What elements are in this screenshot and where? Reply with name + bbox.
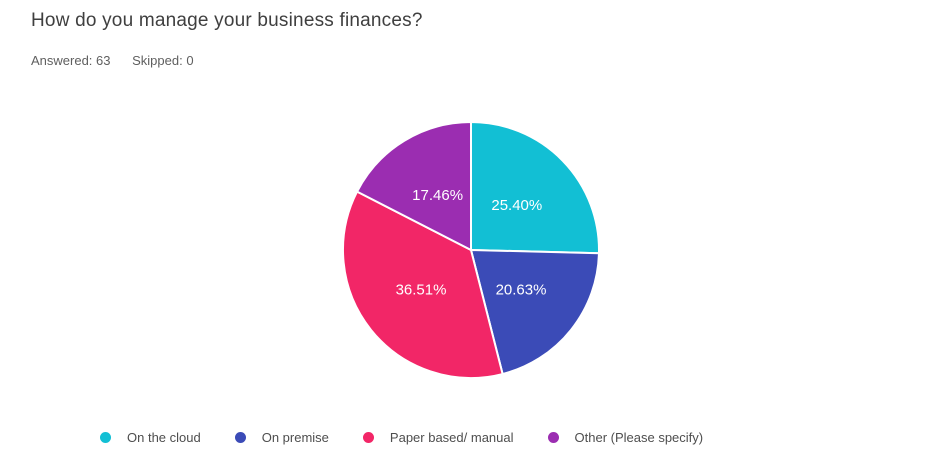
pie-chart: 25.40% 20.63% 36.51% 17.46% bbox=[342, 121, 600, 379]
pie-slice-percentage-label: 17.46% bbox=[412, 187, 463, 204]
legend-dot-icon bbox=[362, 432, 374, 443]
legend-label: On the cloud bbox=[127, 430, 201, 445]
legend-label: On premise bbox=[261, 430, 329, 445]
legend-item-other-please-specify: Other (Please specify) bbox=[547, 430, 704, 445]
pie-slice-on-the-cloud bbox=[470, 121, 600, 255]
pie-slice-other-please-specify bbox=[356, 121, 472, 251]
response-meta: Answered: 63 Skipped: 0 bbox=[31, 53, 194, 68]
answered-count: Answered: 63 bbox=[31, 53, 111, 68]
legend-label: Other (Please specify) bbox=[574, 430, 704, 445]
skipped-count: Skipped: 0 bbox=[132, 53, 194, 68]
legend-item-on-the-cloud: On the cloud bbox=[100, 430, 201, 445]
chart-legend: On the cloud On premise Paper based/ manua… bbox=[100, 430, 703, 445]
pie-slice-paper-based-manual bbox=[342, 190, 504, 379]
legend-dot-icon bbox=[234, 432, 246, 443]
pie-slice-percentage-label: 36.51% bbox=[396, 281, 447, 298]
legend-item-on-premise: On premise bbox=[234, 430, 329, 445]
legend-dot-icon bbox=[547, 432, 559, 443]
pie-slice-percentage-label: 25.40% bbox=[491, 197, 542, 214]
question-title: How do you manage your business finances… bbox=[31, 10, 423, 31]
legend-item-paper-based-manual: Paper based/ manual bbox=[362, 430, 514, 445]
legend-label: Paper based/ manual bbox=[389, 430, 514, 445]
pie-slice-percentage-label: 20.63% bbox=[496, 281, 547, 298]
legend-dot-icon bbox=[100, 432, 111, 443]
pie-slice-on-premise bbox=[470, 249, 600, 376]
